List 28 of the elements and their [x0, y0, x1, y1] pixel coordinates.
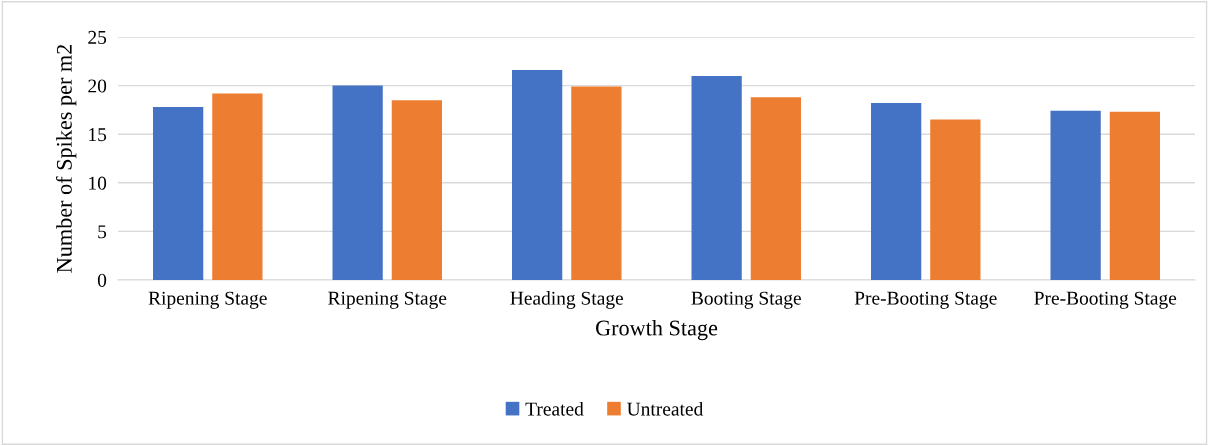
x-tick-label: Ripening Stage: [148, 291, 267, 309]
y-tick-label: 0: [97, 273, 107, 287]
x-tick-label: Ripening Stage: [328, 291, 447, 309]
bar: [571, 86, 622, 280]
bar: [750, 97, 801, 280]
bar: [871, 103, 922, 280]
y-tick-label: 5: [98, 225, 107, 239]
x-axis-title: Growth Stage: [596, 319, 718, 341]
bar: [332, 85, 383, 280]
bar: [391, 100, 442, 280]
bar: [1109, 111, 1160, 280]
y-tick-label: 25: [88, 30, 107, 44]
bar: [691, 75, 742, 280]
y-tick-label: 10: [89, 176, 107, 190]
x-tick-label: Pre-Booting Stage: [1034, 291, 1177, 309]
x-tick-label: Pre-Booting Stage: [854, 291, 997, 309]
bar: [930, 119, 981, 280]
y-tick-label: 20: [88, 79, 107, 93]
y-axis-title: Number of Spikes per m2: [55, 44, 77, 273]
legend-label: Untreated: [627, 401, 704, 416]
bar: [1050, 110, 1101, 280]
bar: [512, 70, 563, 280]
bar: [212, 93, 263, 280]
y-tick-label: 15: [89, 128, 107, 142]
x-tick-label: Heading Stage: [510, 291, 624, 309]
bar: [153, 106, 204, 280]
x-tick-label: Booting Stage: [691, 291, 801, 309]
legend-label: Treated: [525, 401, 584, 416]
